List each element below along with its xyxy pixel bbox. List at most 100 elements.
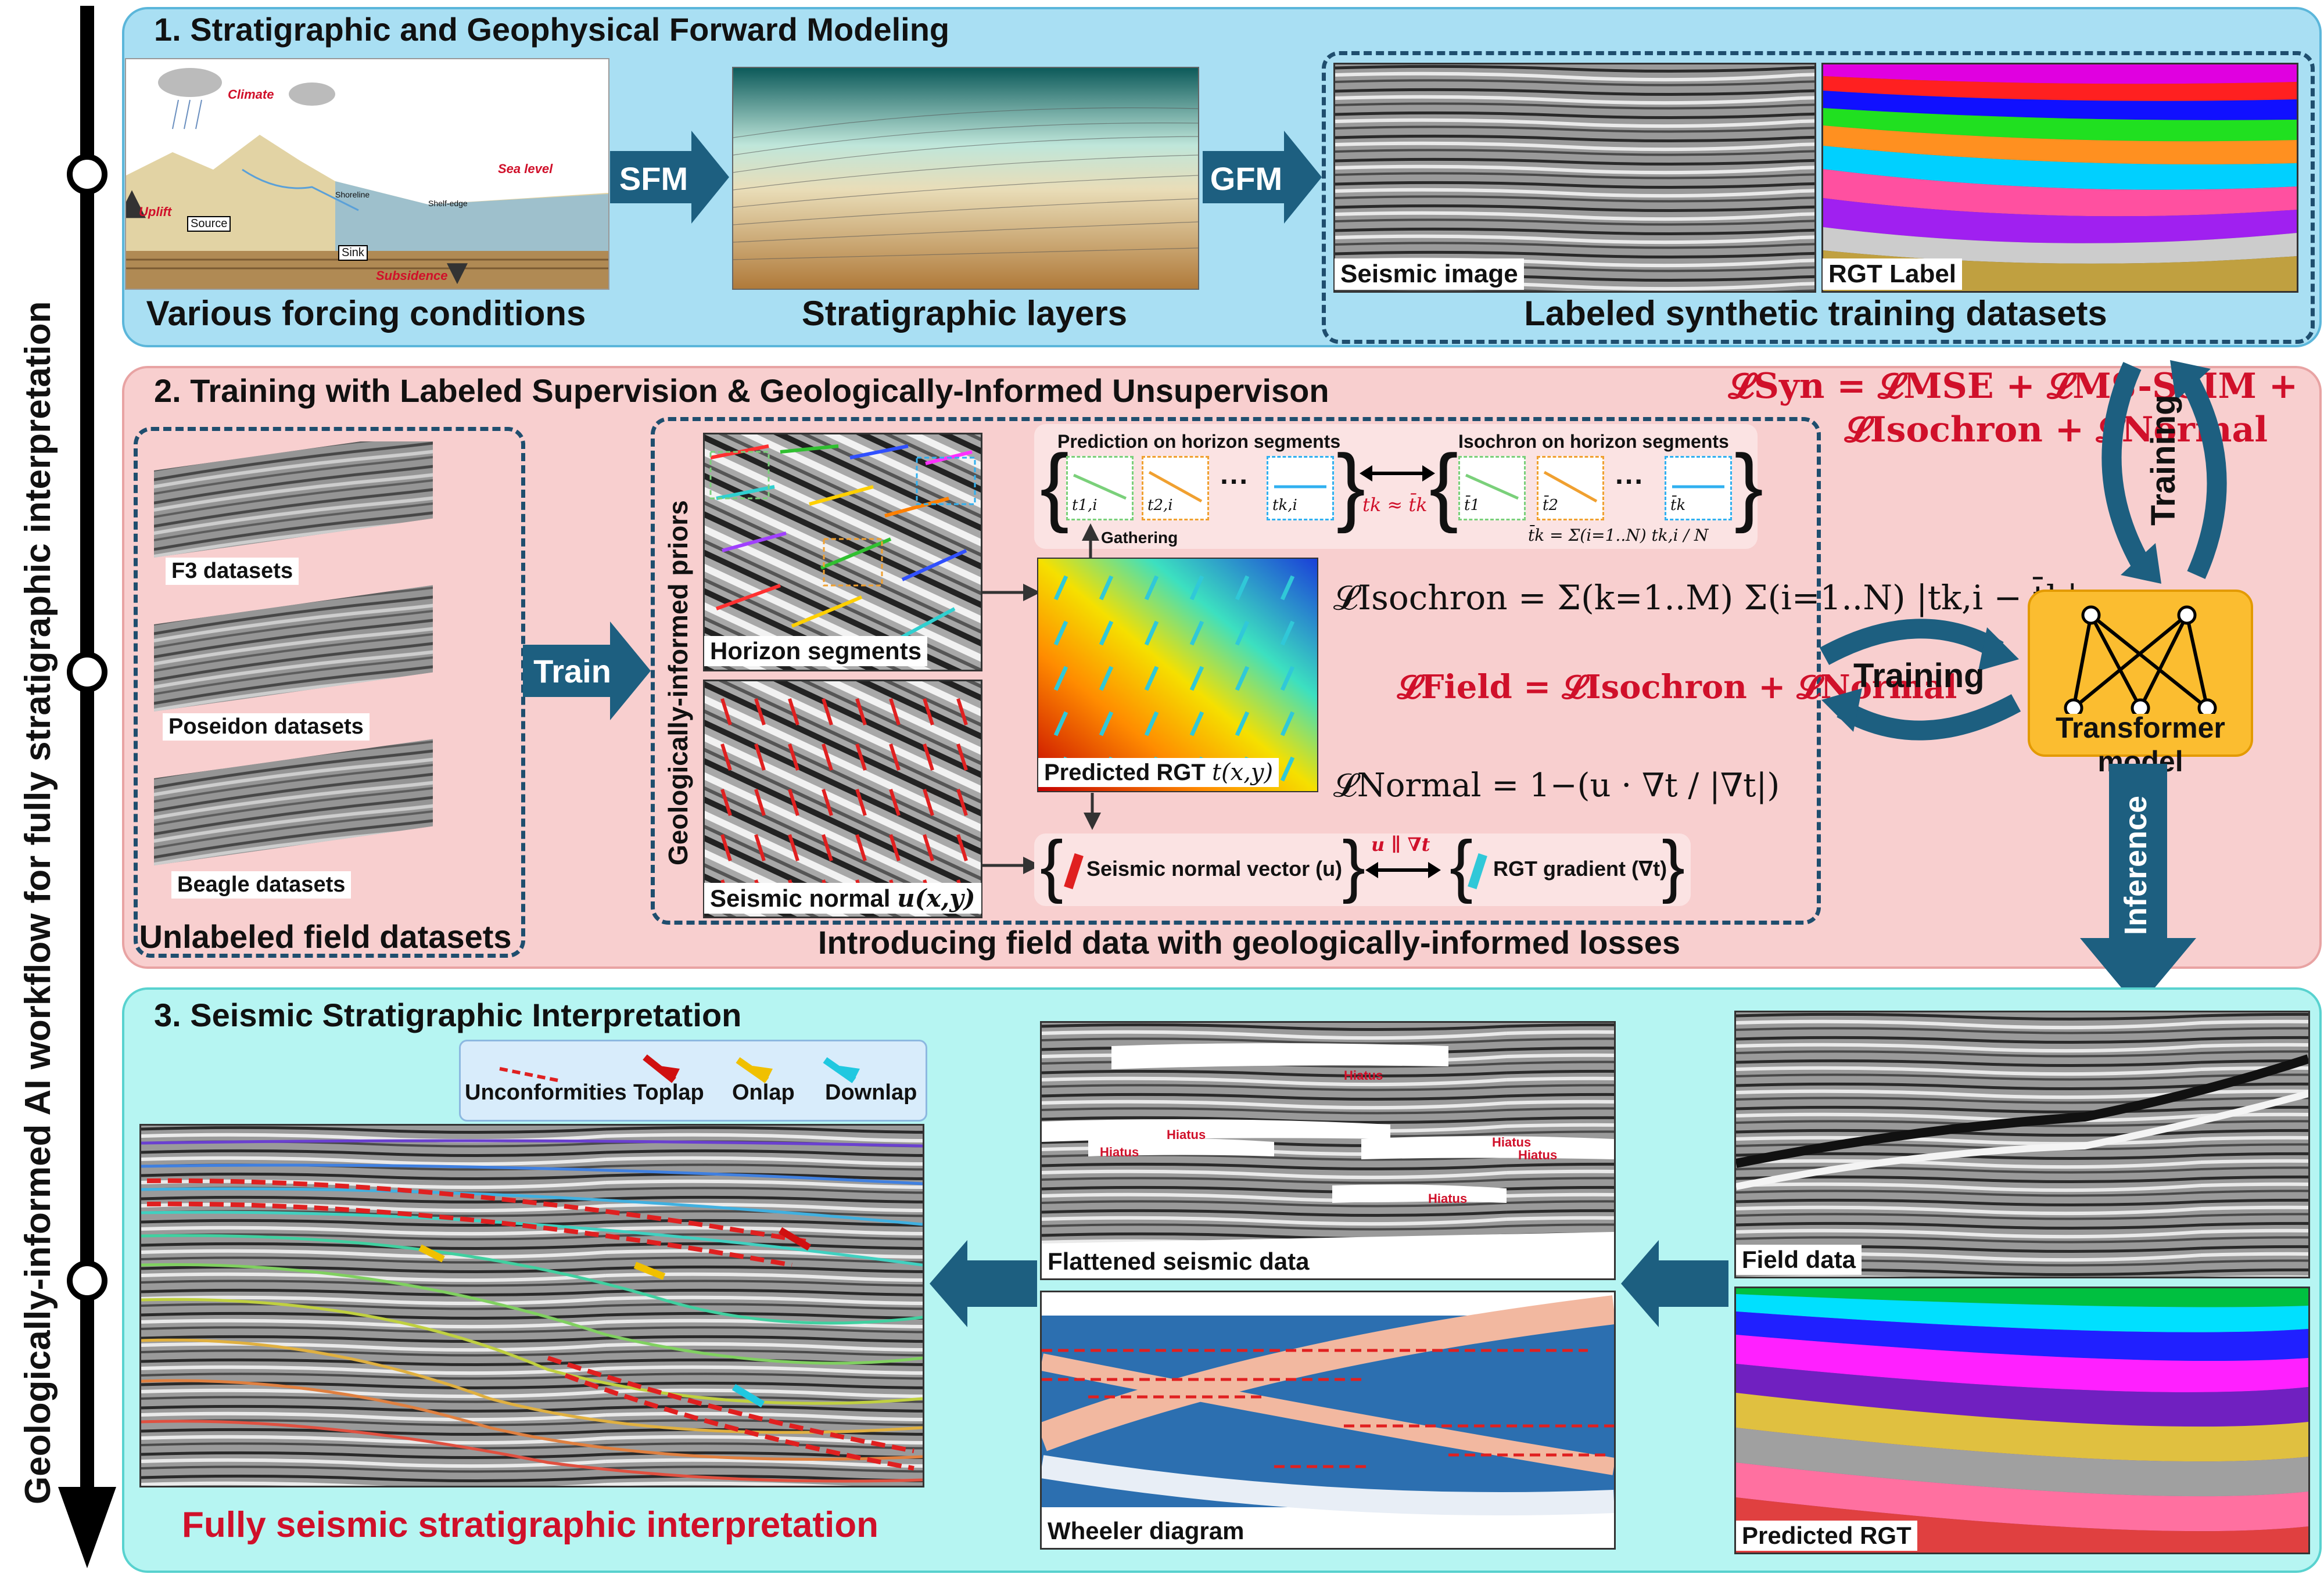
hiatus-4: Hiatus — [1492, 1135, 1532, 1149]
iso-t-label-k: t̄k — [1670, 497, 1686, 514]
brace-right-2: } — [1734, 436, 1764, 534]
field-datasets-caption: Unlabeled field datasets — [139, 918, 512, 955]
gradient-tick — [1235, 711, 1250, 736]
label-subsidence: Subsidence — [376, 268, 448, 283]
brace-left-2: { — [1429, 436, 1459, 534]
workflow-axis — [76, 6, 99, 1539]
seismic-normal-label-text: Seismic normal — [710, 885, 898, 912]
wheeler-label: Wheeler diagram — [1042, 1516, 1250, 1546]
panel3-title: 3. Seismic Stratigraphic Interpretation — [154, 997, 742, 1033]
label-uplift: Uplift — [139, 204, 172, 219]
gradient-tick — [1053, 620, 1068, 646]
legend-downlap: Downlap — [825, 1080, 917, 1105]
seismic-normal-symbol: u(x,y) — [897, 884, 975, 912]
forcing-illustration: Climate Sea level Uplift Source Shorelin… — [118, 58, 609, 290]
approx-label: tk ≈ t̄k — [1362, 494, 1428, 516]
gradient-tick — [1189, 620, 1204, 646]
workflow-axis-label: Geologically-informed AI workflow for fu… — [18, 301, 58, 1505]
transformer-model-box: Transformer model — [2028, 590, 2253, 778]
gradient-tick — [1053, 575, 1068, 601]
training-label-horizontal: Training — [1853, 657, 1985, 695]
predicted-rgt-symbol: t(x,y) — [1211, 759, 1274, 786]
forcing-caption: Various forcing conditions — [146, 294, 586, 333]
gradient-tick — [1099, 711, 1114, 736]
gradient-tick — [1280, 666, 1295, 691]
pred-t-label-k: tk,i — [1272, 497, 1297, 514]
sfm-arrow — [610, 131, 729, 224]
normal-tick — [855, 698, 867, 725]
training-loop-horizontal — [1819, 619, 2021, 741]
legend-toplap: Toplap — [633, 1080, 704, 1105]
gathering-arrow — [1082, 523, 1099, 559]
flattened-label: Flattened seismic data — [1042, 1246, 1315, 1277]
hiatus-6: Hiatus — [1428, 1191, 1468, 1206]
workflow-arrowhead — [58, 1487, 116, 1568]
hiatus-3: Hiatus — [1100, 1145, 1139, 1159]
panel1-title: 1. Stratigraphic and Geophysical Forward… — [154, 11, 950, 48]
normal-tick — [720, 743, 732, 771]
iso-plot-1 — [1458, 456, 1526, 520]
predicted-rgt-image: Predicted RGT — [1734, 1287, 2310, 1554]
field-volumes — [154, 441, 433, 865]
normal-tick — [822, 789, 833, 816]
hiatus-2: Hiatus — [1167, 1127, 1206, 1142]
training-loop-vertical — [2101, 360, 2227, 584]
rgt-down-arrow — [1084, 793, 1101, 830]
gfm-arrow — [1203, 131, 1322, 224]
final-caption: Fully seismic stratigraphic interpretati… — [182, 1505, 878, 1545]
normal-tick — [889, 698, 901, 725]
gradient-tick — [1235, 620, 1250, 646]
label-shelf-edge: Shelf-edge — [428, 199, 468, 208]
stage-node-2 — [67, 652, 107, 692]
pred-t-label-2: t2,i — [1147, 497, 1173, 514]
synthetic-seismic-image — [1333, 63, 1816, 293]
inference-arrow — [2080, 764, 2196, 1008]
hiatus-1: Hiatus — [1344, 1068, 1383, 1083]
legend-symbols — [499, 1054, 860, 1083]
synthetic-datasets-caption: Labeled synthetic training datasets — [1524, 294, 2107, 333]
normal-tick — [956, 743, 968, 771]
normal-tick — [956, 789, 968, 816]
predicted-rgt-map — [1037, 558, 1318, 792]
flattened-seismic-image: Hiatus Hiatus Hiatus Hiatus Hiatus Hiatu… — [1040, 1021, 1616, 1280]
parallel-double-arrow — [1365, 862, 1441, 878]
normal-tick — [923, 698, 934, 725]
brace-left-4: { — [1450, 827, 1473, 904]
brace-left-3: { — [1040, 827, 1064, 904]
pred-t-label-1: t1,i — [1072, 497, 1098, 514]
gradient-tick — [1189, 666, 1204, 691]
normal-tick — [754, 698, 766, 725]
layers-caption: Stratigraphic layers — [801, 294, 1128, 333]
pred-plot-2 — [1142, 456, 1209, 520]
horizon-segments-image — [703, 433, 982, 671]
field-dataset-f3: F3 datasets — [166, 558, 299, 585]
train-arrow — [523, 621, 651, 720]
normal-tick — [720, 834, 732, 861]
gradient-tick — [1144, 575, 1159, 601]
panel2-title: 2. Training with Labeled Supervision & G… — [154, 372, 1329, 409]
gradient-tick — [1053, 666, 1068, 691]
predicted-rgt-field-label: Predicted RGT — [1736, 1521, 1917, 1551]
normal-tick — [822, 834, 833, 861]
pred-plot-k — [1267, 456, 1334, 520]
normal-tick — [788, 834, 799, 861]
priors-connector-arrows — [982, 584, 1041, 874]
field-dataset-poseidon: Poseidon datasets — [163, 713, 370, 741]
label-shoreline: Shoreline — [335, 190, 370, 199]
label-sink: Sink — [338, 245, 368, 261]
field-data-image: Field data — [1734, 1011, 2310, 1278]
synthetic-datasets-box — [1322, 51, 2315, 344]
predicted-rgt-label-text: Predicted RGT — [1044, 760, 1212, 785]
gradient-tick — [1235, 666, 1250, 691]
gradient-tick — [1053, 711, 1068, 736]
stage-node-3 — [67, 1260, 107, 1301]
train-label: Train — [533, 652, 611, 689]
sfm-label: SFM — [619, 160, 688, 197]
normal-tick — [889, 743, 901, 771]
gradient-tick — [1280, 711, 1295, 736]
loss-isochron: 𝓛Isochron = Σ(k=1..M) Σ(i=1..N) |tk,i − … — [1333, 578, 2078, 617]
gradient-tick — [1099, 666, 1114, 691]
iso-ellipsis: ··· — [1615, 465, 1644, 498]
pred-plot-1 — [1066, 456, 1134, 520]
interpretation-image — [139, 1124, 924, 1487]
